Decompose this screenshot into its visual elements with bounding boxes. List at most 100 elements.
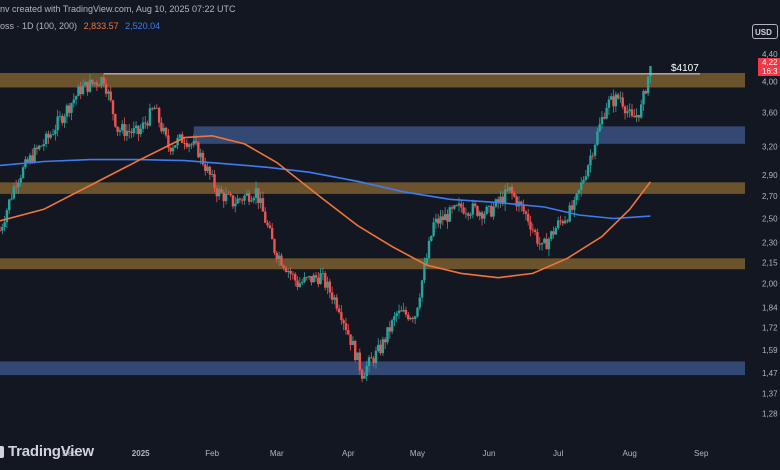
candle-body-195 <box>448 207 451 222</box>
candle-body-51 <box>116 126 119 132</box>
x-tick-label-2: Feb <box>205 449 219 458</box>
candle-body-135 <box>310 276 313 283</box>
candle-body-216 <box>497 199 500 203</box>
candle-body-279 <box>642 91 645 105</box>
candle-body-35 <box>79 86 82 95</box>
candle-body-222 <box>510 187 514 194</box>
candle-body-172 <box>395 313 398 317</box>
candle-body-29 <box>65 105 69 117</box>
candle-body-185 <box>425 257 428 265</box>
candle-body-226 <box>520 201 523 206</box>
candle-body-238 <box>547 238 551 250</box>
candle-body-133 <box>305 277 308 279</box>
candle-body-45 <box>102 77 105 84</box>
candle-body-10 <box>21 167 25 178</box>
chart-credit: nv created with TradingView.com, Aug 10,… <box>0 4 236 14</box>
candle-body-98 <box>224 193 228 202</box>
candle-body-237 <box>545 238 548 250</box>
candle-body-25 <box>56 116 59 131</box>
candle-body-253 <box>582 179 585 183</box>
candle-body-187 <box>430 235 433 241</box>
candle-body-5 <box>10 198 13 200</box>
candle-body-205 <box>471 203 475 215</box>
y-tick-label-7: 2,30 <box>762 239 778 248</box>
zones-layer <box>0 72 746 376</box>
annotation-layer: $4107 <box>103 63 700 75</box>
candle-body-144 <box>330 292 334 300</box>
candle-body-277 <box>637 114 641 118</box>
candle-body-89 <box>204 164 207 171</box>
candle-body-39 <box>88 79 92 92</box>
candle-body-180 <box>413 316 417 320</box>
candle-body-36 <box>81 85 85 95</box>
candle-body-88 <box>201 152 205 165</box>
candle-body-0 <box>0 230 2 232</box>
candle-body-125 <box>287 270 290 272</box>
candle-body-31 <box>70 103 73 113</box>
candle-body-37 <box>84 81 87 86</box>
candle-body-236 <box>543 238 546 243</box>
candle-body-124 <box>284 268 288 272</box>
candle-body-21 <box>47 133 50 138</box>
candle-body-41 <box>93 82 96 84</box>
candle-body-209 <box>480 212 484 219</box>
candle-body-9 <box>19 177 22 183</box>
candle-body-173 <box>397 310 401 314</box>
candle-body-84 <box>192 141 195 145</box>
candle-body-212 <box>487 205 491 207</box>
candle-body-123 <box>282 265 285 269</box>
candle-body-28 <box>63 116 66 123</box>
candle-body-68 <box>155 107 159 109</box>
candle-body-250 <box>575 193 578 201</box>
candle-body-63 <box>144 122 147 124</box>
candle-body-8 <box>17 182 20 187</box>
candle-body-178 <box>409 317 412 320</box>
x-tick-label-4: Apr <box>342 449 355 458</box>
tradingview-mark-icon <box>0 445 4 458</box>
ma100-value: 2,833.57 <box>83 21 119 31</box>
candle-body-32 <box>72 99 76 104</box>
candle-body-156 <box>358 352 362 371</box>
indicator-legend[interactable]: oss · 1D (100, 200) 2,833.57 2,520.04 <box>0 21 160 31</box>
candle-body-157 <box>360 370 364 379</box>
candle-body-183 <box>420 280 424 298</box>
candle-body-110 <box>252 197 255 201</box>
candle-body-30 <box>67 105 71 113</box>
candle-body-146 <box>335 297 338 309</box>
candle-body-260 <box>598 124 601 132</box>
candle-body-99 <box>227 193 230 195</box>
candle-body-163 <box>374 350 378 364</box>
candle-body-101 <box>231 195 235 207</box>
candle-body-61 <box>139 128 142 135</box>
x-tick-label-7: Jul <box>553 449 563 458</box>
y-tick-label-8: 2,15 <box>762 258 778 267</box>
annotation-label: $4107 <box>671 63 699 74</box>
candle-body-217 <box>499 196 502 203</box>
currency-button[interactable]: USD <box>752 24 778 39</box>
x-tick-label-6: Jun <box>483 449 496 458</box>
candle-body-127 <box>291 273 295 275</box>
candle-body-167 <box>383 339 387 343</box>
x-tick-label-3: Mar <box>270 449 284 458</box>
candle-body-268 <box>616 94 620 99</box>
candle-body-245 <box>563 220 567 224</box>
candle-body-160 <box>367 357 371 366</box>
candle-body-140 <box>321 273 325 275</box>
candle-body-94 <box>215 188 219 197</box>
candle-body-20 <box>44 133 48 145</box>
candle-body-95 <box>217 188 221 197</box>
candle-body-138 <box>317 277 320 285</box>
candle-body-82 <box>187 144 191 147</box>
candle-body-147 <box>337 308 341 313</box>
candle-body-202 <box>464 213 468 215</box>
candle-body-282 <box>649 65 652 77</box>
candle-body-3 <box>5 210 9 223</box>
candle-body-113 <box>259 198 262 203</box>
candle-body-97 <box>222 192 225 202</box>
candle-body-248 <box>570 205 574 210</box>
candle-body-231 <box>531 229 535 231</box>
y-tick-label-13: 1,47 <box>762 369 778 378</box>
candle-body-132 <box>303 277 306 283</box>
candle-body-120 <box>275 252 278 260</box>
